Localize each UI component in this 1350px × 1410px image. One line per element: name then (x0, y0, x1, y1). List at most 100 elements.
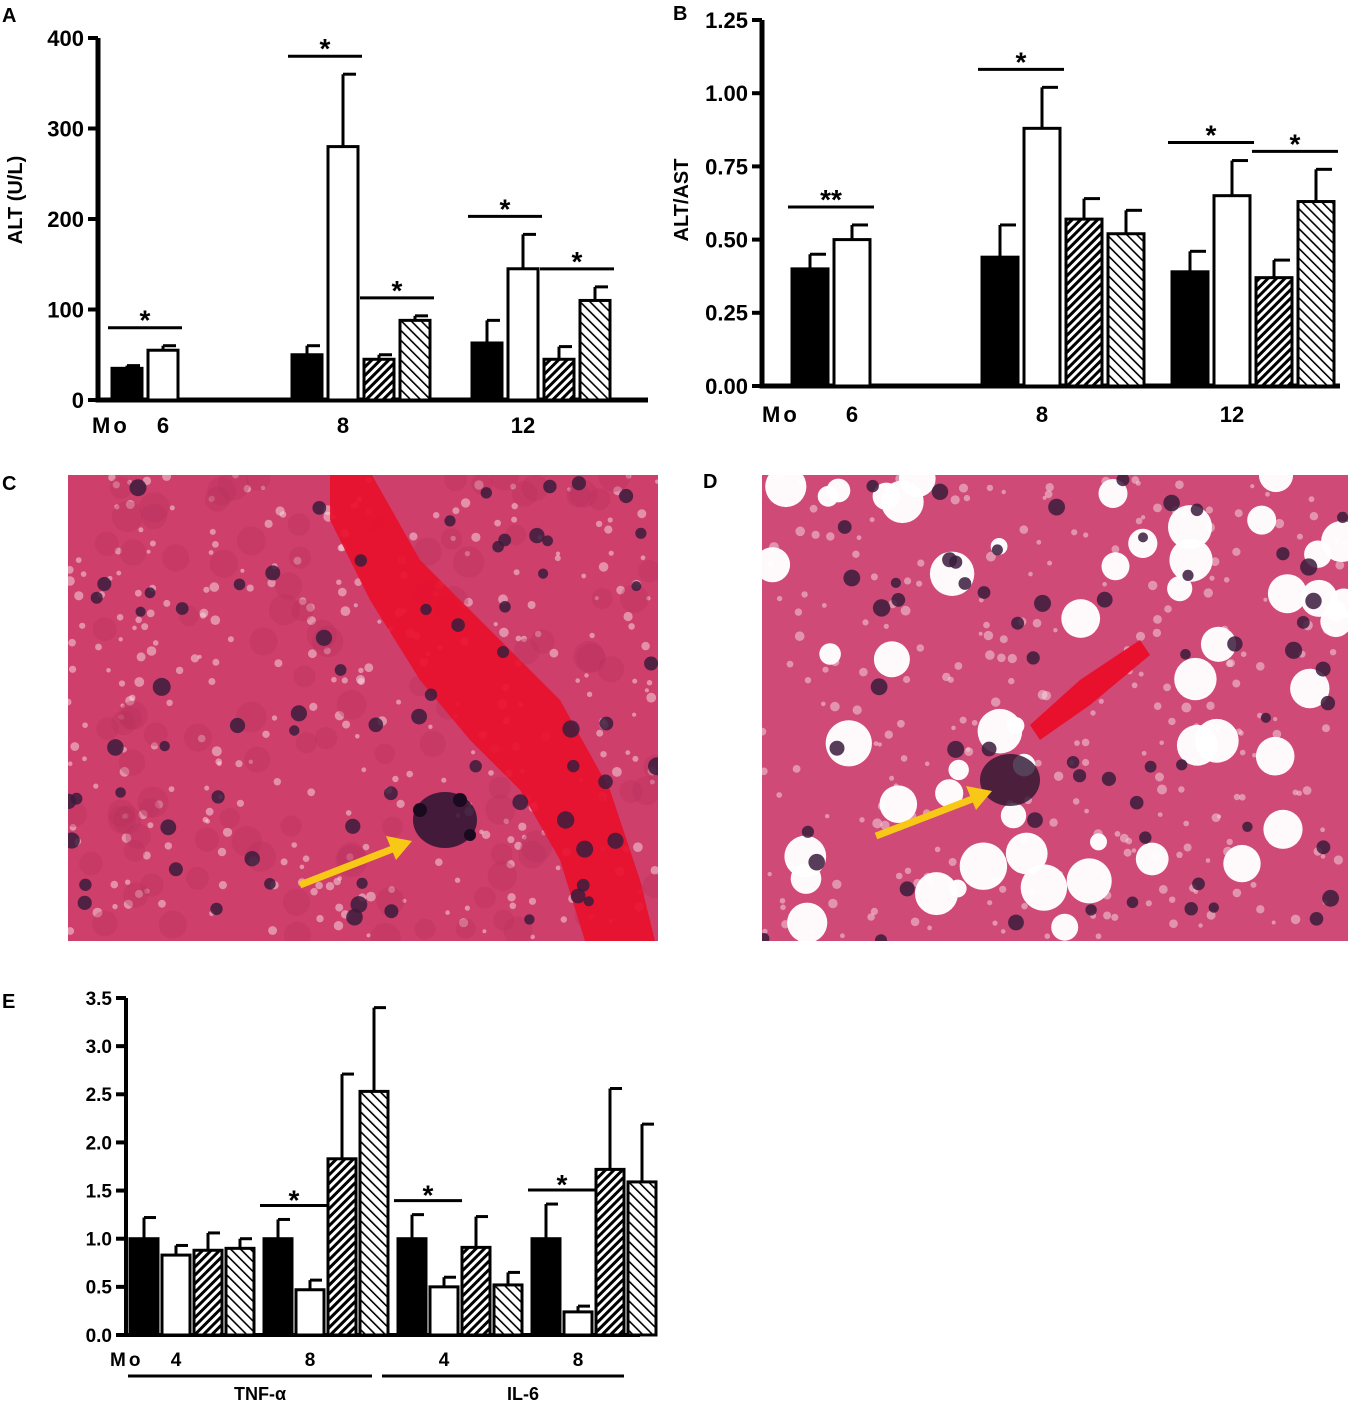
significance-star: * (320, 33, 331, 64)
cytoplasm-vacuole (308, 649, 317, 659)
cytoplasm-vacuole (209, 528, 216, 535)
cytoplasm-vacuole (118, 714, 125, 720)
bar-open (506, 267, 540, 402)
x-group-label: 6 (157, 413, 169, 438)
nucleus (1315, 661, 1331, 677)
cytoplasm-vacuole (514, 841, 523, 851)
cytoplasm-vacuole (560, 916, 567, 923)
nucleus (524, 914, 535, 925)
fat-droplet (1263, 809, 1303, 849)
cytoplasm-vacuole (202, 816, 209, 823)
cytoplasm-vacuole (392, 775, 399, 783)
nucleus (350, 896, 368, 913)
cytoplasm-vacuole (1157, 784, 1167, 795)
cytoplasm-vacuole (208, 495, 215, 502)
cytoplasm-vacuole (68, 576, 75, 586)
nucleus (899, 881, 915, 897)
bar-dense (1064, 217, 1104, 388)
cytoplasm-vacuole (1095, 933, 1102, 940)
panel-letter-c: C (2, 473, 16, 495)
chart-panel-e: 0.0 0.5 1.0 1.5 2.0 2.5 3.0 3.5 Mo 4 8 4 8 * * * TNF-α IL… (86, 989, 658, 1404)
hepatocyte (118, 749, 146, 776)
hepatocyte (143, 722, 168, 747)
cytoplasm-vacuole (1265, 491, 1270, 497)
cytoplasm-vacuole (325, 882, 335, 891)
hepatocyte (217, 475, 250, 501)
hepatocyte (139, 492, 170, 523)
x-axis-prefix: Mo (110, 1350, 143, 1371)
nucleus (368, 717, 384, 733)
cytoplasm-vacuole (959, 716, 967, 724)
cytoplasm-vacuole (633, 842, 643, 852)
fat-droplet (1223, 844, 1261, 883)
cytoplasm-vacuole (197, 734, 206, 743)
fat-droplet (790, 863, 822, 894)
cytoplasm-vacuole (260, 485, 266, 490)
cytoplasm-vacuole (581, 573, 587, 579)
cytoplasm-vacuole (1256, 905, 1265, 914)
hepatocyte (382, 816, 403, 838)
cytoplasm-vacuole (123, 899, 133, 909)
cytoplasm-vacuole (93, 783, 99, 789)
nucleus (1101, 771, 1116, 787)
cytoplasm-vacuole (1271, 920, 1276, 925)
fat-vacuoles-d (762, 475, 1348, 941)
cytoplasm-vacuole (900, 605, 911, 616)
nucleus (542, 535, 553, 547)
cytoplasm-vacuole (150, 742, 159, 750)
cytoplasm-vacuole (965, 747, 971, 752)
hepatocyte (108, 805, 136, 834)
nucleus (543, 479, 557, 494)
cytoplasm-vacuole (535, 630, 542, 638)
cytoplasm-vacuole (315, 881, 323, 890)
cytoplasm-vacuole (1081, 738, 1090, 747)
cytoplasm-vacuole (518, 822, 527, 831)
y-tick-label: 2.5 (86, 1085, 113, 1106)
panel-letter-e: E (2, 991, 15, 1013)
nucleus (571, 476, 587, 491)
cytoplasm-vacuole (68, 566, 74, 574)
hepatocyte (520, 830, 553, 863)
cytoplasm-vacuole (510, 483, 517, 490)
nucleus (1242, 821, 1253, 832)
fat-droplet (1005, 832, 1048, 875)
cytoplasm-vacuole (340, 606, 351, 616)
cytoplasm-vacuole (471, 532, 481, 542)
fat-droplet (1329, 588, 1348, 618)
cytoplasm-vacuole (68, 638, 76, 647)
cytoplasm-vacuole (197, 654, 202, 659)
hepatocyte (162, 544, 190, 572)
bar-open (428, 1285, 460, 1337)
cytoplasm-vacuole (632, 755, 639, 762)
cytoplasm-vacuole (862, 619, 869, 626)
bar-open (1022, 126, 1062, 388)
nucleus (135, 606, 146, 617)
nucleus (875, 934, 887, 941)
cytoplasm-vacuole (1090, 710, 1096, 716)
cytoplasm-vacuole (125, 500, 135, 509)
fat-droplet (1290, 668, 1330, 709)
cytoplasm-vacuole (482, 929, 487, 934)
nucleus (1096, 591, 1113, 608)
cytoplasm-vacuole (1322, 724, 1330, 733)
cytoplasm-vacuole (271, 715, 278, 721)
cytoplasm-vacuole (1240, 651, 1247, 657)
nucleus (229, 717, 246, 734)
nucleus (599, 716, 614, 731)
cytoplasm-vacuole (291, 842, 298, 848)
cytoplasm-vacuole (872, 818, 883, 829)
x-group-label: 8 (305, 1350, 316, 1371)
hepatocyte (487, 861, 517, 891)
hepatocyte (591, 588, 613, 610)
cytoplasm-vacuole (779, 898, 786, 904)
cytoplasm-vacuole (595, 520, 603, 528)
cytoplasm-vacuole (821, 701, 826, 707)
hepatocyte (455, 918, 476, 939)
cytoplasm-vacuole (464, 597, 473, 607)
nucleus (947, 740, 965, 758)
cytoplasm-vacuole (623, 611, 633, 622)
bar-solid (790, 267, 830, 388)
cytoplasm-vacuole (1155, 772, 1164, 782)
x-group-label: 12 (1220, 402, 1244, 427)
cytoplasm-vacuole (1234, 509, 1243, 518)
